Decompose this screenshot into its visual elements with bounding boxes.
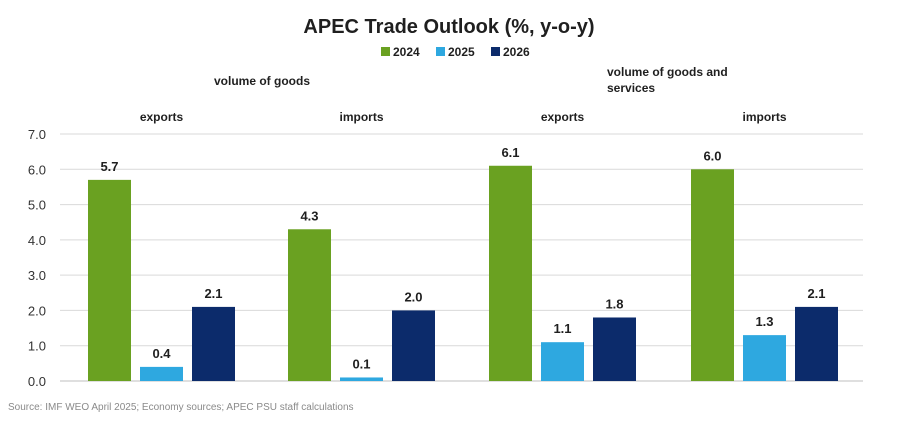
data-label: 5.7 <box>100 159 118 174</box>
bars <box>88 165 838 381</box>
category-label: exports <box>140 110 184 124</box>
y-tick-label: 2.0 <box>28 303 46 318</box>
bar-2026-4 <box>795 306 838 381</box>
legend-label-2025: 2025 <box>448 45 475 59</box>
data-label: 1.1 <box>553 321 571 336</box>
y-tick-label: 6.0 <box>28 162 46 177</box>
y-tick-label: 4.0 <box>28 233 46 248</box>
gridlines <box>60 133 863 382</box>
data-labels: 5.7 0.4 2.1 4.3 0.1 2.0 6.1 1.1 1.8 6.0 1.3 2.1 <box>100 145 825 372</box>
y-axis-ticks: 0.0 1.0 2.0 3.0 4.0 5.0 6.0 7.0 <box>28 127 46 389</box>
data-label: 1.8 <box>605 296 623 311</box>
bar-2025-1 <box>140 366 183 381</box>
data-label: 0.4 <box>152 346 171 361</box>
data-label: 6.0 <box>703 148 721 163</box>
data-label: 4.3 <box>300 208 318 223</box>
y-tick-label: 1.0 <box>28 339 46 354</box>
bar-2026-2 <box>392 310 435 381</box>
group-labels: exports imports exports imports volume of go… <box>140 65 787 124</box>
data-label: 0.1 <box>352 356 370 371</box>
group-label-goods-services: volume of goods and services <box>607 65 728 95</box>
legend-swatch-2024 <box>381 47 390 56</box>
bar-2025-4 <box>743 335 786 381</box>
bar-2024-3 <box>489 165 532 381</box>
data-label: 2.1 <box>204 286 222 301</box>
bar-2025-3 <box>541 342 584 381</box>
bar-2024-1 <box>88 179 131 381</box>
source-note: Source: IMF WEO April 2025; Economy sour… <box>8 402 354 413</box>
bar-2024-4 <box>691 169 734 381</box>
bar-2024-2 <box>288 229 331 381</box>
y-tick-label: 5.0 <box>28 198 46 213</box>
data-label: 2.0 <box>404 289 422 304</box>
data-label: 2.1 <box>807 286 825 301</box>
legend-swatch-2025 <box>436 47 445 56</box>
legend-label-2026: 2026 <box>503 45 530 59</box>
legend-swatch-2026 <box>491 47 500 56</box>
category-label: imports <box>339 110 383 124</box>
y-tick-label: 0.0 <box>28 374 46 389</box>
legend: 2024 2025 2026 <box>381 45 530 59</box>
data-label: 1.3 <box>755 314 773 329</box>
y-tick-label: 3.0 <box>28 268 46 283</box>
category-label: exports <box>541 110 585 124</box>
y-tick-label: 7.0 <box>28 127 46 142</box>
data-label: 6.1 <box>501 145 519 160</box>
chart-title: APEC Trade Outlook (%, y-o-y) <box>303 16 594 38</box>
category-label: imports <box>742 110 786 124</box>
legend-label-2024: 2024 <box>393 45 420 59</box>
bar-2025-2 <box>340 377 383 381</box>
group-label-goods: volume of goods <box>214 74 310 88</box>
bar-2026-1 <box>192 306 235 381</box>
bar-2026-3 <box>593 317 636 381</box>
